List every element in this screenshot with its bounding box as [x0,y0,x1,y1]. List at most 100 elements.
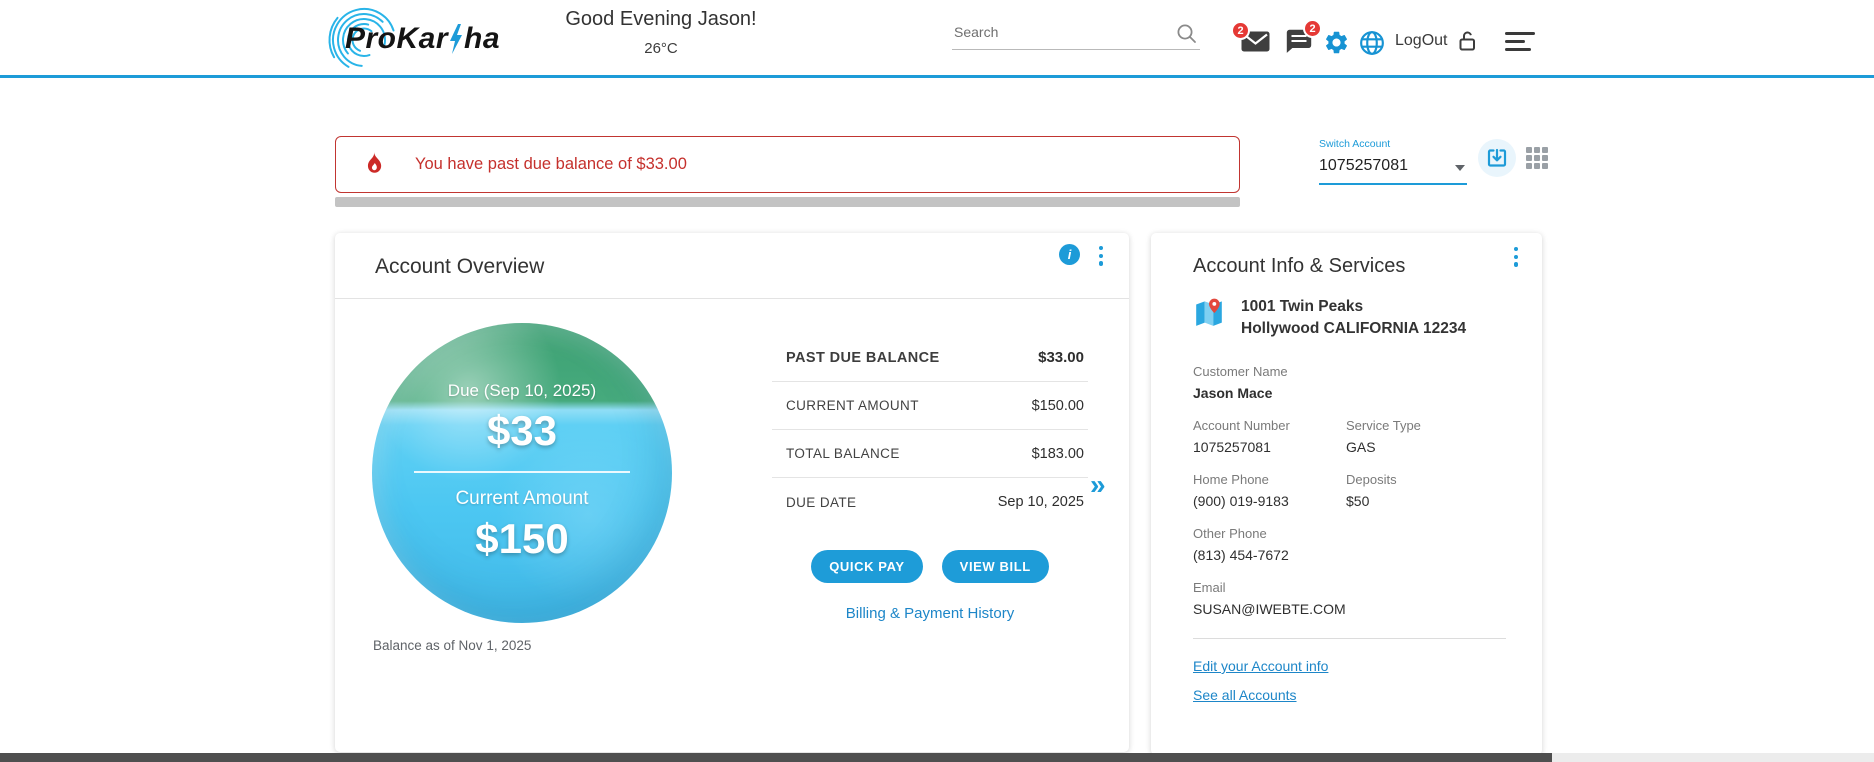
account-number-block: Account Number 1075257081 [1193,418,1346,455]
billing-history-link[interactable]: Billing & Payment History [845,605,1015,622]
row-label: DUE DATE [786,494,857,510]
gauge-current-amount: $150 [475,515,569,562]
map-pin-icon [1196,298,1222,326]
logo-text-right: ha [464,22,501,55]
search-bar [952,20,1200,50]
home-phone-value: (900) 019-9183 [1193,493,1289,509]
account-overview-card: Account Overview Due (Sep 10, 2025) $33 … [335,233,1129,752]
address-line1: 1001 Twin Peaks [1241,298,1364,315]
see-all-accounts-link[interactable]: See all Accounts [1193,687,1297,703]
settings-button[interactable] [1323,29,1350,61]
search-input[interactable] [952,20,1170,44]
logo-swirl-icon [328,4,400,76]
chat-icon [1286,29,1312,53]
field-label: Customer Name [1193,364,1288,379]
account-number-value: 1075257081 [1193,439,1271,455]
language-button[interactable] [1359,30,1385,61]
address-line2: Hollywood CALIFORNIA 12234 [1241,320,1467,337]
horizontal-scrollbar [0,753,1874,762]
account-select[interactable]: 1075257081 [1319,153,1467,185]
account-select-value: 1075257081 [1319,157,1408,174]
gear-icon [1325,31,1348,54]
search-icon[interactable] [1176,23,1198,45]
field-label: Service Type [1346,418,1421,433]
switch-account-label: Switch Account [1319,138,1391,150]
alert-message: You have past due balance of $33.00 [415,155,687,173]
row-value: $33.00 [1038,349,1084,366]
top-header: ProKar ha Good Evening Jason! 26°C 2 2 [0,0,1874,78]
info-title: Account Info & Services [1193,255,1406,277]
field-label: Email [1193,580,1226,595]
gauge-divider [414,471,630,473]
quick-pay-button[interactable]: QUICK PAY [811,550,923,583]
temperature-text: 26°C [644,40,678,57]
field-label: Deposits [1346,472,1397,487]
edit-account-link[interactable]: Edit your Account info [1193,658,1329,674]
info-icon[interactable] [1059,244,1080,265]
info-menu-icon[interactable] [1512,245,1520,269]
balance-table: PAST DUE BALANCE $33.00 CURRENT AMOUNT $… [772,334,1088,526]
messages-button[interactable]: 2 [1231,21,1270,57]
table-row-total: TOTAL BALANCE $183.00 [772,430,1088,478]
overview-menu-icon[interactable] [1097,244,1105,268]
row-value: $183.00 [1031,445,1084,462]
download-tray-icon [1487,148,1507,167]
balance-gauge: Due (Sep 10, 2025) $33 Current Amount $1… [372,323,672,623]
grid-icon [1526,147,1548,169]
hamburger-menu-icon[interactable] [1505,32,1535,56]
chat-button[interactable]: 2 [1286,19,1322,59]
flame-icon [367,151,382,173]
email-value: SUSAN@IWEBTE.COM [1193,601,1346,617]
info-card-body: 1001 Twin Peaks Hollywood CALIFORNIA 122… [1151,296,1542,705]
table-row-due-date: DUE DATE Sep 10, 2025 [772,478,1088,526]
row-label: TOTAL BALANCE [786,446,900,461]
field-label: Account Number [1193,418,1290,433]
field-label: Other Phone [1193,526,1267,541]
row-value: Sep 10, 2025 [997,494,1084,510]
row-value: $150.00 [1031,397,1084,414]
service-address: 1001 Twin Peaks Hollywood CALIFORNIA 122… [1193,296,1506,340]
logo-text-left: ProKar [345,22,449,55]
account-info-card: Account Info & Services 1001 Twin Peaks … [1151,233,1542,755]
address-text: 1001 Twin Peaks Hollywood CALIFORNIA 122… [1241,296,1466,340]
field-label: Home Phone [1193,472,1269,487]
deposits-block: Deposits $50 [1346,472,1506,509]
brand-logo: ProKar ha [320,2,520,76]
greeting-block: Good Evening Jason! 26°C [556,8,766,57]
home-phone-block: Home Phone (900) 019-9183 [1193,472,1346,509]
email-block: Email SUSAN@IWEBTE.COM [1193,580,1506,617]
unlock-icon [1459,31,1476,51]
gauge-due-amount: $33 [486,407,558,454]
account-fields-grid: Account Number 1075257081 Service Type G… [1193,418,1506,617]
logout-label: LogOut [1395,32,1448,49]
customer-name-block: Customer Name Jason Mace [1193,364,1506,401]
customer-name-value: Jason Mace [1193,385,1273,401]
apps-grid-button[interactable] [1526,147,1548,174]
alert-scrollbar[interactable] [335,197,1240,207]
overview-title: Account Overview [375,255,545,278]
scrollbar-thumb[interactable] [0,753,1552,762]
gauge-due-label: Due (Sep 10, 2025) [447,381,597,400]
globe-icon [1360,31,1384,55]
account-switcher: Switch Account 1075257081 [1319,138,1549,185]
export-account-button[interactable] [1478,139,1516,177]
row-label: CURRENT AMOUNT [786,398,919,413]
expand-chevrons-icon[interactable] [1090,471,1106,499]
greeting-text: Good Evening Jason! [565,8,757,30]
table-row-past-due: PAST DUE BALANCE $33.00 [772,334,1088,382]
lightning-bolt-icon [450,24,463,54]
view-bill-button[interactable]: VIEW BILL [941,550,1049,583]
logout-button[interactable]: LogOut [1395,29,1479,53]
other-phone-value: (813) 454-7672 [1193,547,1289,563]
info-card-header: Account Info & Services [1151,233,1542,278]
table-row-current: CURRENT AMOUNT $150.00 [772,382,1088,430]
mail-icon [1241,31,1270,52]
other-phone-block: Other Phone (813) 454-7672 [1193,526,1506,563]
row-label: PAST DUE BALANCE [786,349,940,366]
divider [335,298,1129,299]
balance-as-of-note: Balance as of Nov 1, 2025 [373,638,532,653]
past-due-alert: You have past due balance of $33.00 [335,136,1240,193]
service-type-block: Service Type GAS [1346,418,1506,455]
deposits-value: $50 [1346,493,1370,509]
